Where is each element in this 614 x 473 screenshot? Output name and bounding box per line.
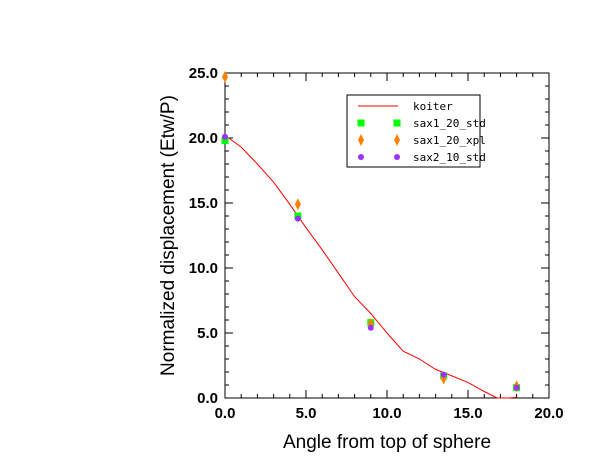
legend-item-sax1_20_std: sax1_20_std bbox=[357, 117, 486, 130]
legend-swatch bbox=[393, 119, 401, 127]
sax2_10_std-point bbox=[367, 324, 374, 331]
koiter-line bbox=[224, 134, 517, 399]
legend-item-koiter: koiter bbox=[358, 100, 453, 113]
x-tick-label: 0.0 bbox=[215, 405, 236, 422]
legend-swatch bbox=[394, 154, 400, 160]
legend-swatch bbox=[358, 154, 364, 160]
legend-swatch bbox=[394, 134, 400, 146]
x-tick-label: 5.0 bbox=[296, 405, 317, 422]
x-axis-title: Angle from top of sphere bbox=[283, 432, 491, 453]
axis-ticks bbox=[224, 72, 550, 399]
axis-tick-labels: 0.0 5.0 10.0 15.0 20.0 0.0 5.0 10.0 15.0 20.0 25.0 bbox=[189, 65, 564, 422]
y-axis-title: Normalized displacement (Etw/P) bbox=[158, 95, 179, 376]
series-koiter bbox=[224, 134, 517, 399]
y-tick-label: 10.0 bbox=[189, 260, 218, 277]
sax2_10_std-point bbox=[294, 215, 301, 222]
x-tick-label: 10.0 bbox=[372, 405, 401, 422]
y-tick-label: 25.0 bbox=[189, 65, 218, 82]
sax1_20_xpl-point bbox=[294, 198, 301, 211]
legend: koiter sax1_20_std sax1_20_xpl sax2_10_std bbox=[346, 94, 486, 168]
y-tick-label: 0.0 bbox=[197, 390, 218, 407]
plot-series bbox=[221, 70, 521, 399]
legend-label: koiter bbox=[413, 100, 453, 113]
sax1_20_std-point bbox=[221, 137, 229, 145]
legend-box bbox=[346, 94, 481, 168]
legend-swatch bbox=[357, 119, 365, 127]
legend-label: sax1_20_std bbox=[413, 117, 486, 130]
y-tick-label: 20.0 bbox=[189, 130, 218, 147]
x-tick-label: 15.0 bbox=[453, 405, 482, 422]
series-sax2_10_std bbox=[222, 133, 520, 391]
series-sax1_20_std bbox=[221, 137, 521, 392]
legend-label: sax2_10_std bbox=[413, 151, 486, 164]
x-tick-label: 20.0 bbox=[534, 405, 563, 422]
sax2_10_std-point bbox=[440, 371, 447, 378]
sax2_10_std-point bbox=[513, 384, 520, 391]
legend-swatch bbox=[358, 134, 364, 146]
legend-item-sax2_10_std: sax2_10_std bbox=[358, 151, 486, 164]
y-tick-label: 15.0 bbox=[189, 195, 218, 212]
legend-item-sax1_20_xpl: sax1_20_xpl bbox=[358, 134, 486, 147]
legend-label: sax1_20_xpl bbox=[413, 134, 486, 147]
sax2_10_std-point bbox=[222, 133, 228, 140]
y-tick-label: 5.0 bbox=[197, 325, 218, 342]
sax1_20_xpl-point bbox=[222, 70, 228, 83]
